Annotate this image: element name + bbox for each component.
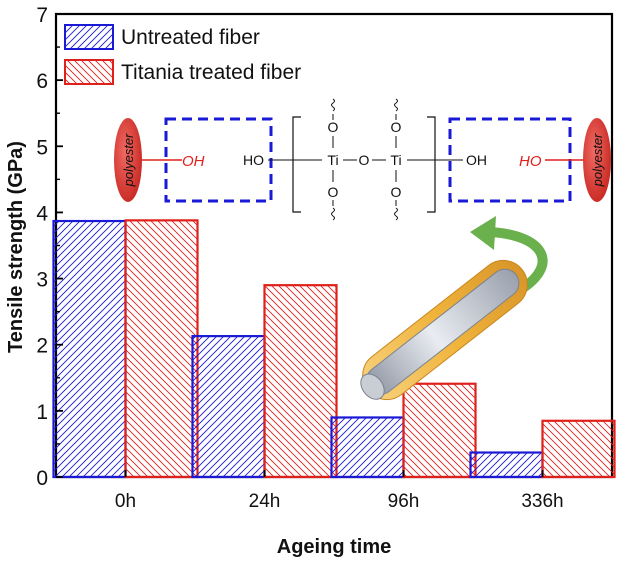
bar-series-group	[52, 219, 616, 479]
x-tick-label-24h: 24h	[249, 491, 281, 512]
formula-right-end: OH	[466, 152, 487, 168]
wavy-bond-top-2	[394, 98, 398, 112]
formula-bottom-oxygen-2: O	[391, 184, 402, 200]
y-tick-label: 7	[36, 4, 48, 27]
x-tick-label-336h: 336h	[521, 491, 563, 512]
bar-treated-96h	[402, 382, 477, 479]
y-tick-label: 0	[36, 467, 48, 490]
bar-untreated-96h	[330, 416, 405, 479]
legend-label-untreated: Untreated fiber	[121, 26, 260, 49]
x-axis: 0h 24h 96h 336h	[115, 470, 564, 512]
formula-bottom-oxygen-1: O	[328, 184, 339, 200]
bar-untreated-0h	[52, 219, 127, 479]
y-axis: 0 1 2 3 4 5 6 7	[36, 4, 63, 490]
y-tick-label: 2	[36, 335, 48, 358]
polyester-blob-right	[583, 118, 611, 202]
y-tick-label: 6	[36, 70, 48, 93]
formula-ti-2: Ti	[390, 152, 401, 168]
curved-arrow-icon	[470, 216, 548, 295]
legend-swatch-treated	[64, 59, 114, 85]
formula-top-oxygen-1: O	[328, 119, 339, 135]
formula-ti-1: Ti	[327, 152, 338, 168]
y-tick-label: 5	[36, 136, 48, 159]
polyester-blob-left	[114, 118, 142, 202]
y-tick-label: 3	[36, 269, 48, 292]
x-tick-label-0h: 0h	[115, 491, 136, 512]
bond-label-right: HO	[519, 153, 542, 170]
polyester-label-left: polyester	[121, 133, 136, 187]
formula-top-oxygen-2: O	[391, 119, 402, 135]
formula-bridge-oxygen: O	[359, 152, 370, 168]
bar-treated-0h	[124, 219, 199, 479]
coated-fiber-icon	[360, 259, 528, 401]
x-axis-label: Ageing time	[277, 536, 391, 558]
bar-untreated-336h	[469, 451, 544, 479]
legend-swatch-untreated	[64, 24, 114, 50]
polyester-label-right: polyester	[590, 133, 605, 187]
bar-untreated-24h	[191, 335, 266, 479]
bond-label-left: OH	[182, 153, 205, 170]
wavy-bond-bottom-1	[331, 207, 335, 221]
bar-treated-336h	[541, 419, 616, 479]
y-tick-label: 1	[36, 401, 48, 424]
y-tick-label: 4	[36, 202, 48, 225]
legend-label-treated: Titania treated fiber	[121, 61, 301, 84]
bar-treated-24h	[263, 284, 338, 479]
wavy-bond-bottom-2	[394, 207, 398, 221]
wavy-bond-top-1	[331, 98, 335, 112]
formula-left-end: HO	[243, 152, 264, 168]
y-axis-label: Tensile strength (GPa)	[5, 141, 27, 353]
x-tick-label-96h: 96h	[388, 491, 420, 512]
legend: Untreated fiber Titania treated fiber	[64, 24, 301, 85]
inset-chemical-scheme: polyester OH HO Ti O Ti OH O O	[114, 98, 611, 401]
